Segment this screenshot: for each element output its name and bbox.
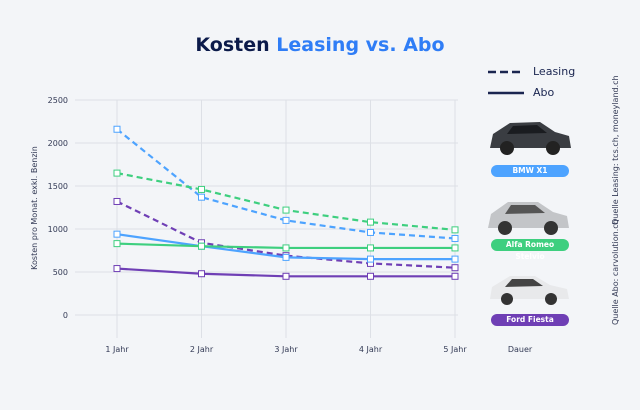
data-point: [113, 230, 121, 238]
data-point: [198, 270, 205, 278]
y-axis-label: Kosten pro Monat. exkl. Benzin: [30, 146, 39, 270]
legend-leasing: Leasing: [533, 65, 576, 78]
car-image-alfa: [488, 202, 569, 235]
data-point: [198, 185, 205, 193]
y-tick-label: 500: [53, 268, 68, 277]
data-point: [451, 272, 459, 280]
chart-title: Kosten Leasing vs. Abo: [0, 34, 640, 56]
data-point: [113, 169, 121, 177]
data-point: [113, 197, 121, 205]
grid: 0 500 1000 1500 2000 2500 1 Jahr 2 Jahr 3 Jahr 4 …: [48, 96, 468, 354]
legend-abo: Abo: [533, 86, 555, 99]
data-point: [367, 272, 374, 280]
data-point: [113, 265, 121, 273]
car-label-alfa: Alfa Romeo Stelvio: [491, 239, 569, 261]
data-point: [451, 226, 459, 234]
legend-abo-line: [488, 91, 524, 95]
data-point: [451, 234, 459, 242]
legend-leasing-line: [488, 70, 524, 74]
y-tick-label: 2500: [48, 96, 68, 105]
y-tick-label: 1500: [48, 182, 68, 191]
source-leasing: Quelle Leasing: tcs.ch, moneyland.ch: [611, 75, 620, 225]
data-point: [113, 125, 121, 133]
data-point: [282, 244, 290, 252]
series-line: [116, 200, 456, 269]
car-image-ford: [490, 276, 569, 305]
data-point: [367, 228, 374, 236]
x-tick-label: 5 Jahr: [443, 345, 467, 354]
series-line: [116, 128, 456, 240]
data-point: [367, 218, 374, 226]
y-tick-label: 0: [63, 311, 68, 320]
x-tick-label: 4 Jahr: [359, 345, 383, 354]
series-lines: [113, 125, 459, 280]
y-tick-label: 1000: [48, 225, 68, 234]
data-point: [367, 244, 374, 252]
title-part2: Leasing vs. Abo: [276, 34, 445, 56]
x-axis-label: Dauer: [508, 345, 533, 354]
x-tick-label: 1 Jahr: [105, 345, 129, 354]
data-point: [451, 264, 459, 272]
data-point: [282, 253, 290, 261]
x-tick-label: 2 Jahr: [190, 345, 214, 354]
data-point: [282, 216, 290, 224]
data-point: [113, 240, 121, 248]
data-point: [367, 255, 374, 263]
data-point: [451, 255, 459, 263]
x-tick-label: 3 Jahr: [274, 345, 298, 354]
data-point: [198, 242, 205, 250]
data-point: [198, 193, 205, 201]
car-image-bmw: [490, 122, 571, 155]
data-point: [282, 206, 290, 214]
source-abo: Quelle Abo: carvolution.ch: [611, 219, 620, 325]
data-point: [451, 244, 459, 252]
data-point: [282, 272, 290, 280]
y-tick-label: 2000: [48, 139, 68, 148]
title-part1: Kosten: [195, 34, 270, 56]
car-label-ford: Ford Fiesta: [491, 314, 569, 326]
car-label-bmw: BMW X1: [491, 165, 569, 177]
